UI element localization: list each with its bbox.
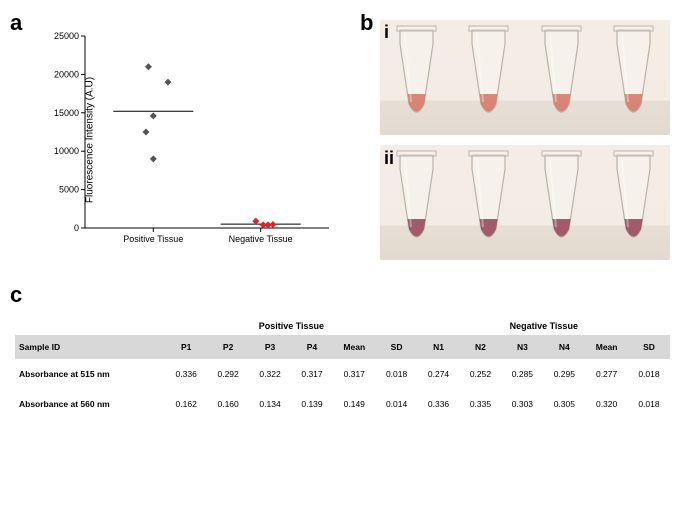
table-cell: 0.336 <box>418 389 460 419</box>
svg-text:15000: 15000 <box>54 108 79 118</box>
table-cell: 0.305 <box>543 389 585 419</box>
col-header: P4 <box>291 335 333 359</box>
col-header: Mean <box>585 335 628 359</box>
svg-text:20000: 20000 <box>54 69 79 79</box>
panel-label-b: b <box>360 10 373 36</box>
tube <box>466 149 511 254</box>
tube <box>611 149 656 254</box>
tube <box>539 24 584 129</box>
table-cell: 0.160 <box>207 389 249 419</box>
table-cell: 0.320 <box>585 389 628 419</box>
table-cell: 0.285 <box>501 359 543 389</box>
tube-icon <box>611 24 656 129</box>
panel-label-a: a <box>10 10 22 36</box>
tube-icon <box>539 149 584 254</box>
col-header: SD <box>628 335 670 359</box>
table-cell: 0.134 <box>249 389 291 419</box>
svg-text:Positive Tissue: Positive Tissue <box>123 234 183 244</box>
col-header: Mean <box>333 335 376 359</box>
svg-text:25000: 25000 <box>54 31 79 41</box>
table-cell: 0.336 <box>165 359 207 389</box>
col-header: P1 <box>165 335 207 359</box>
col-header: N2 <box>459 335 501 359</box>
tube <box>466 24 511 129</box>
data-table: Positive Tissue Negative Tissue Sample I… <box>15 315 670 419</box>
tube <box>394 149 439 254</box>
table-cell: 0.303 <box>501 389 543 419</box>
tubes-panel: i ii <box>380 20 670 270</box>
col-header: N1 <box>418 335 460 359</box>
group-header-positive: Positive Tissue <box>165 315 417 335</box>
tube-icon <box>611 149 656 254</box>
svg-text:10000: 10000 <box>54 146 79 156</box>
table-cell: 0.274 <box>418 359 460 389</box>
tube <box>611 24 656 129</box>
table-cell: 0.139 <box>291 389 333 419</box>
tube-icon <box>466 149 511 254</box>
col-header: Sample ID <box>15 335 165 359</box>
group-header-negative: Negative Tissue <box>418 315 670 335</box>
col-header: N4 <box>543 335 585 359</box>
svg-text:Negative Tissue: Negative Tissue <box>229 234 293 244</box>
tube-icon <box>466 24 511 129</box>
figure-root: a Fluorescence Intensity (A.U) 050001000… <box>10 10 675 505</box>
data-table-wrap: Positive Tissue Negative Tissue Sample I… <box>15 315 670 419</box>
table-cell: 0.014 <box>376 389 418 419</box>
col-header: SD <box>376 335 418 359</box>
tube-icon <box>539 24 584 129</box>
table-cell: 0.162 <box>165 389 207 419</box>
svg-text:5000: 5000 <box>59 185 79 195</box>
chart-svg: 0 5000 10000 15000 20000 25000 Positive Tissue… <box>45 30 335 250</box>
table-cell: 0.018 <box>628 389 670 419</box>
tube-row-i <box>380 20 670 135</box>
panel-label-c: c <box>10 282 22 308</box>
table-body: Absorbance at 515 nm0.3360.2920.3220.317… <box>15 359 670 419</box>
table-cell: 0.252 <box>459 359 501 389</box>
panel-sublabel-i: i <box>384 22 389 43</box>
tube-row-ii <box>380 145 670 260</box>
table-cell: 0.018 <box>376 359 418 389</box>
row-label: Absorbance at 515 nm <box>15 359 165 389</box>
table-cell: 0.317 <box>291 359 333 389</box>
svg-text:0: 0 <box>74 223 79 233</box>
col-header: P3 <box>249 335 291 359</box>
table-group-row: Positive Tissue Negative Tissue <box>15 315 670 335</box>
panel-sublabel-ii: ii <box>384 148 394 169</box>
tube-icon <box>394 149 439 254</box>
table-cell: 0.322 <box>249 359 291 389</box>
row-label: Absorbance at 560 nm <box>15 389 165 419</box>
tube-icon <box>394 24 439 129</box>
table-cell: 0.317 <box>333 359 376 389</box>
tube <box>539 149 584 254</box>
table-row: Absorbance at 560 nm0.1620.1600.1340.139… <box>15 389 670 419</box>
col-header: N3 <box>501 335 543 359</box>
tube <box>394 24 439 129</box>
table-header-row: Sample IDP1P2P3P4MeanSDN1N2N3N4MeanSD <box>15 335 670 359</box>
scatter-chart: Fluorescence Intensity (A.U) 05000100001… <box>45 30 335 250</box>
table-cell: 0.149 <box>333 389 376 419</box>
table-cell: 0.335 <box>459 389 501 419</box>
table-cell: 0.277 <box>585 359 628 389</box>
table-cell: 0.018 <box>628 359 670 389</box>
table-cell: 0.295 <box>543 359 585 389</box>
table-cell: 0.292 <box>207 359 249 389</box>
table-row: Absorbance at 515 nm0.3360.2920.3220.317… <box>15 359 670 389</box>
col-header: P2 <box>207 335 249 359</box>
